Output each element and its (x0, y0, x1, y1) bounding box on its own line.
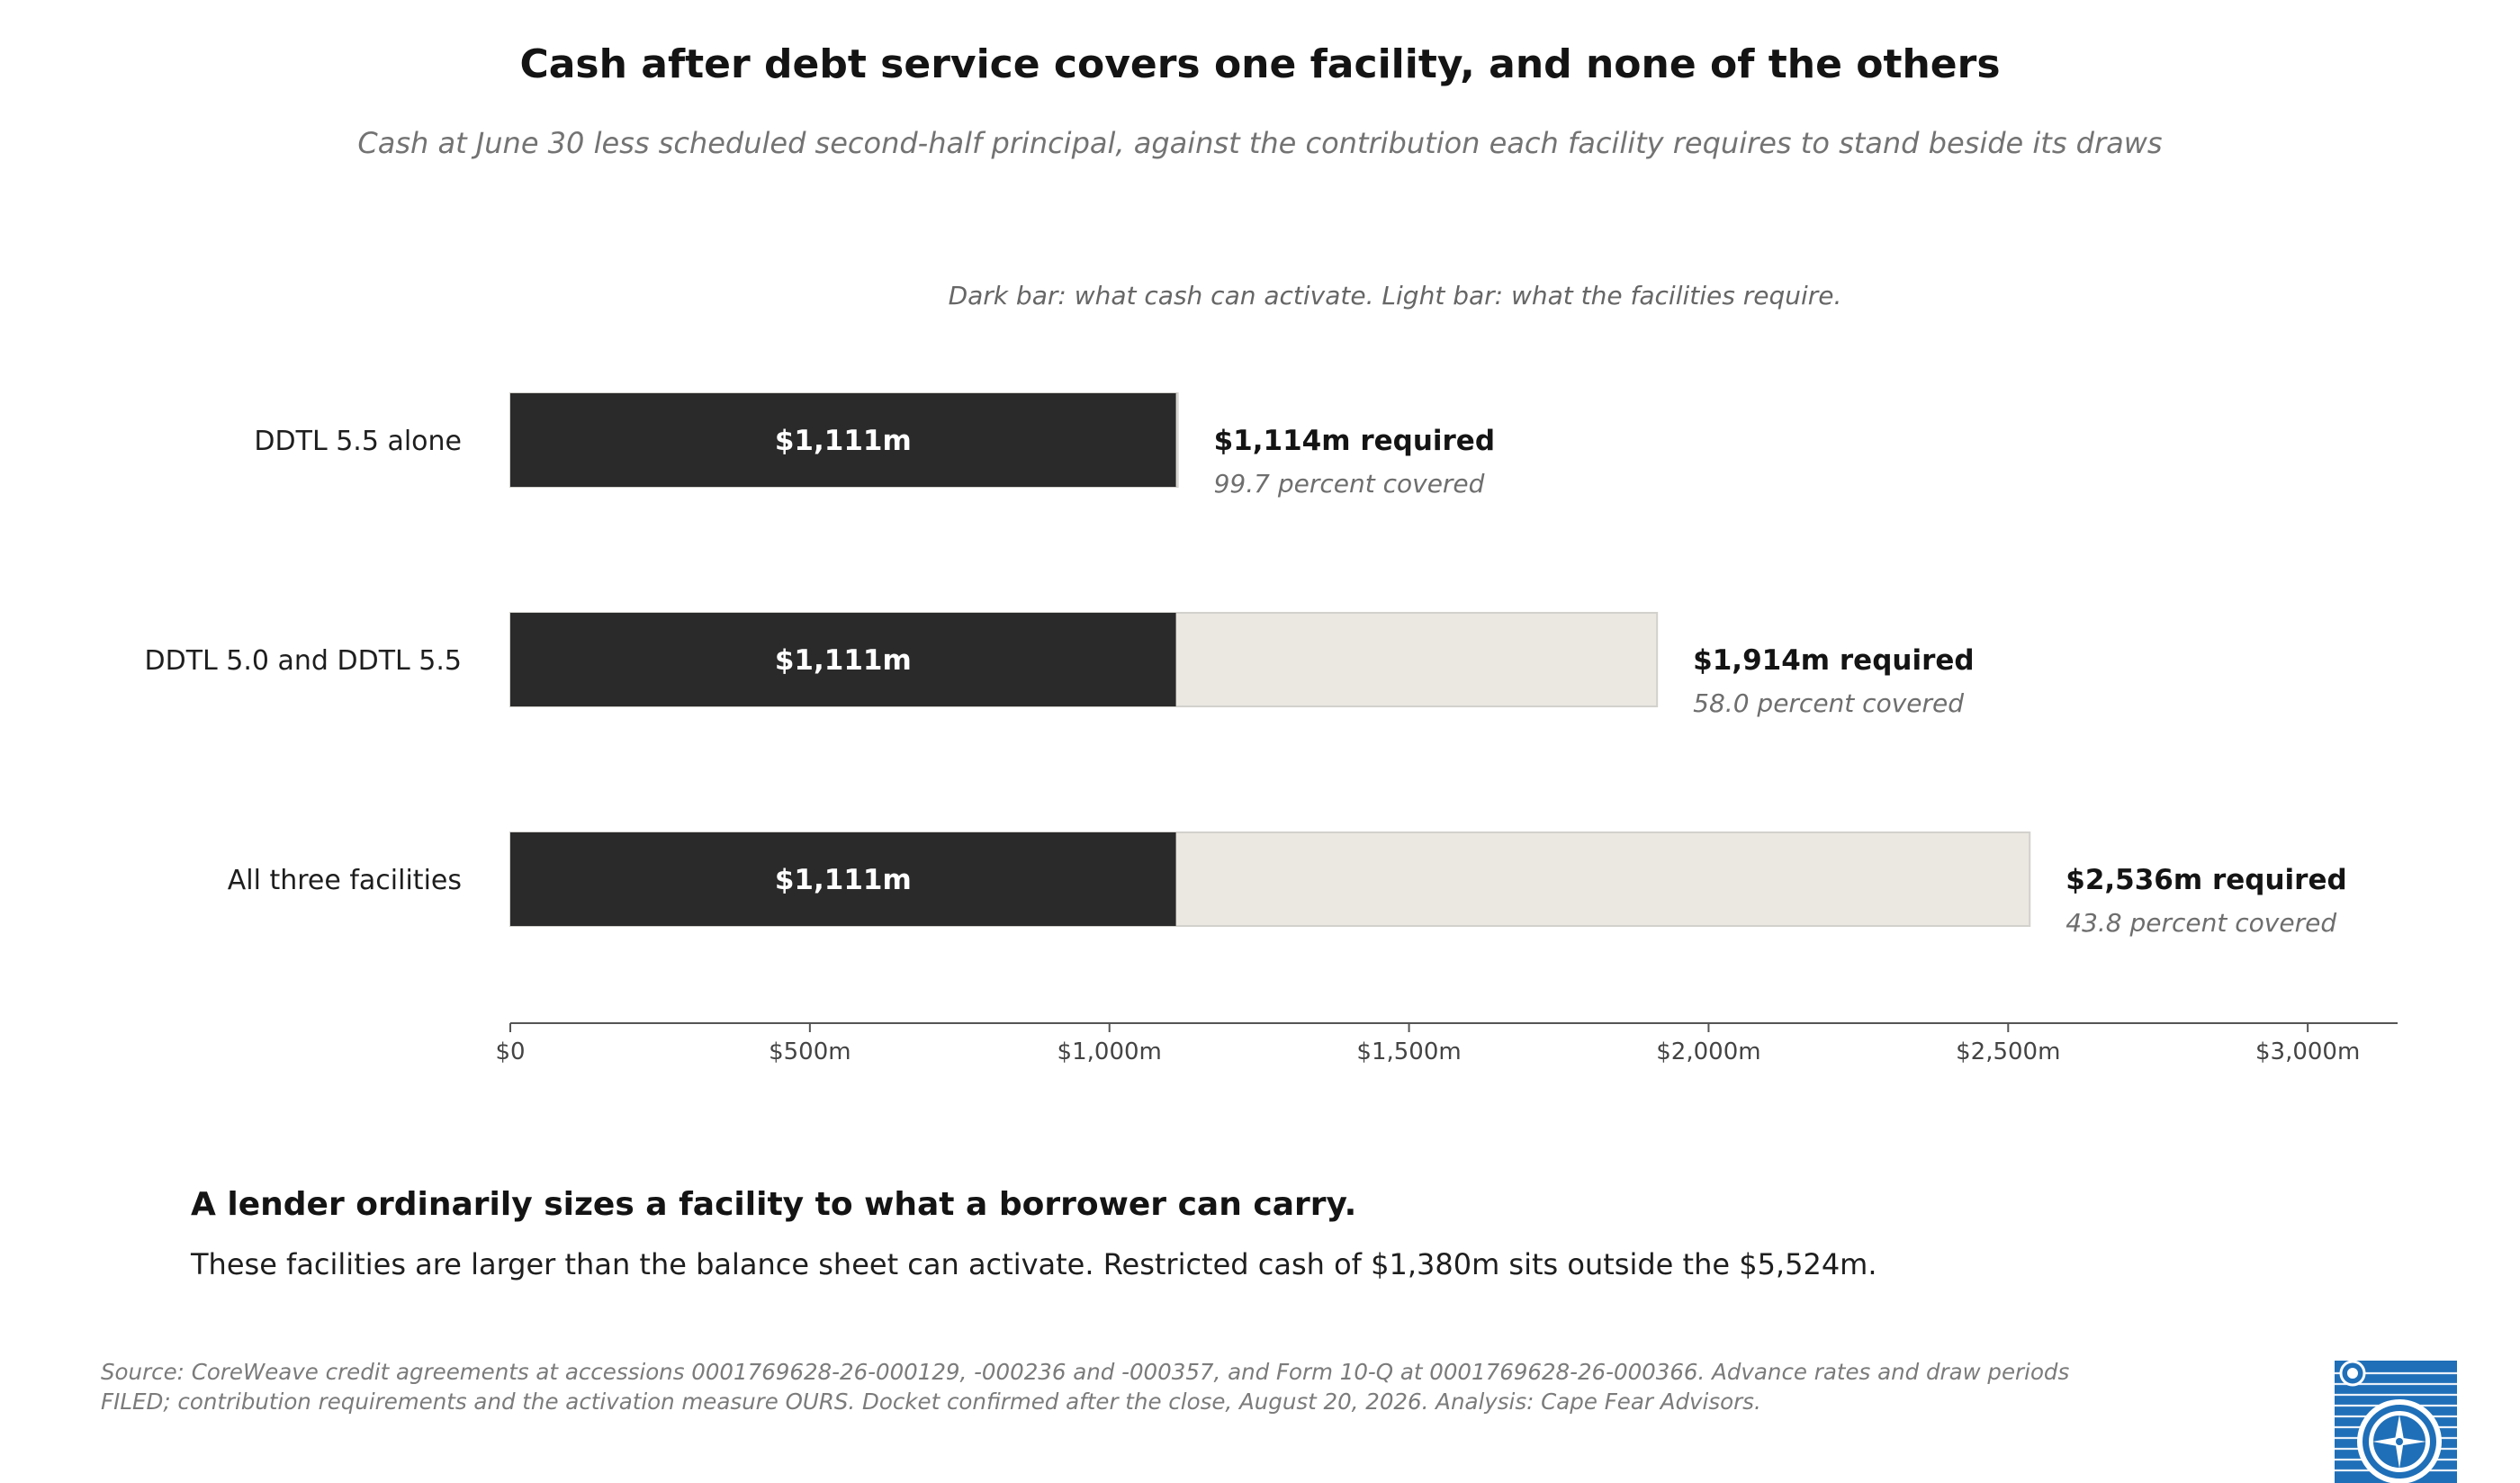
x-tick-label: $1,500m (1356, 1038, 1461, 1065)
cash-bar (510, 613, 1176, 706)
x-tick-label: $1,000m (1058, 1038, 1162, 1065)
source-line-2: FILED; contribution requirements and the… (101, 1389, 1761, 1415)
category-label: DDTL 5.5 alone (254, 426, 462, 457)
cash-value-label: $1,111m (775, 425, 912, 457)
required-label: $1,114m required (1214, 425, 1495, 457)
cash-value-label: $1,111m (775, 864, 912, 896)
required-label: $1,914m required (1693, 644, 1974, 677)
takeaway-body: These facilities are larger than the bal… (191, 1247, 1877, 1281)
x-tick-label: $2,500m (1956, 1038, 2060, 1065)
source-note: Source: CoreWeave credit agreements at a… (101, 1357, 2225, 1416)
takeaway-headline: A lender ordinarily sizes a facility to … (191, 1186, 1357, 1223)
compass-globe-logo (2335, 1361, 2457, 1483)
x-tick-label: $2,000m (1656, 1038, 1760, 1065)
category-label: DDTL 5.0 and DDTL 5.5 (145, 645, 463, 677)
cash-bar (510, 393, 1176, 487)
chart-title: Cash after debt service covers one facil… (519, 41, 2001, 87)
legend-note: Dark bar: what cash can activate. Light … (948, 281, 1842, 310)
x-tick-label: $500m (769, 1038, 851, 1065)
category-label: All three facilities (228, 865, 462, 896)
cash-bar (510, 832, 1176, 926)
source-line-1: Source: CoreWeave credit agreements at a… (101, 1359, 2070, 1385)
x-tick-label: $0 (495, 1038, 525, 1065)
x-tick-label: $3,000m (2255, 1038, 2360, 1065)
cash-value-label: $1,111m (775, 644, 912, 677)
coverage-label: 43.8 percent covered (2066, 908, 2336, 938)
chart-subtitle: Cash at June 30 less scheduled second-ha… (357, 126, 2163, 160)
coverage-label: 58.0 percent covered (1693, 688, 1964, 718)
required-label: $2,536m required (2066, 864, 2346, 896)
coverage-label: 99.7 percent covered (1214, 469, 1485, 499)
